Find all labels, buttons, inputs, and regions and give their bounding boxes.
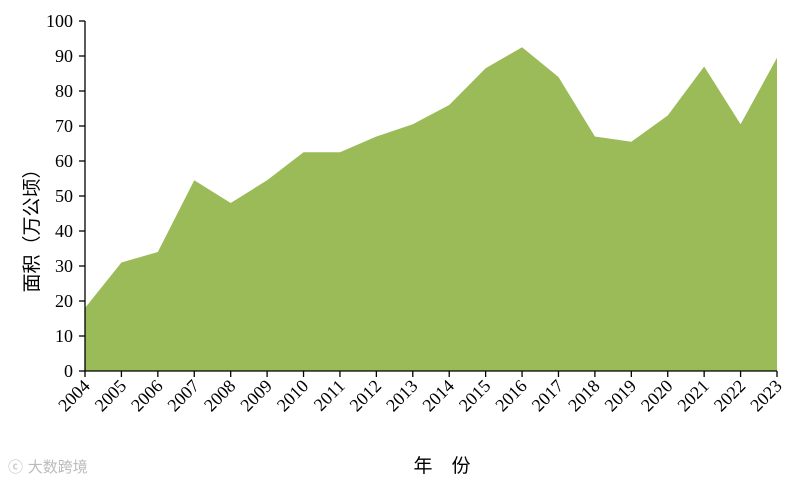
y-tick-labels: 0 10 20 30 40 50 60 70 80 90 100 [46, 11, 73, 381]
axes [79, 20, 778, 377]
watermark-text: 大数跨境 [27, 458, 88, 476]
x-tick-label: 2012 [346, 376, 386, 416]
x-tick-label: 2019 [601, 376, 641, 416]
x-tick-label: 2017 [528, 376, 568, 416]
x-tick-label: 2018 [564, 376, 604, 416]
area-layer [85, 47, 777, 371]
x-tick-label: 2011 [310, 376, 349, 415]
x-tick-label: 2021 [673, 376, 713, 416]
y-tick-label: 50 [55, 186, 73, 206]
x-tick-label: 2014 [418, 376, 458, 416]
x-tick-label: 2004 [54, 376, 94, 416]
y-tick-label: 60 [55, 151, 73, 171]
y-axis-title: 面积（万公顷） [21, 159, 43, 292]
x-tick-label: 2013 [382, 376, 422, 416]
y-tick-label: 30 [55, 256, 73, 276]
x-tick-label: 2006 [127, 376, 167, 416]
y-tick-label: 80 [55, 81, 73, 101]
x-tick-label: 2010 [273, 376, 313, 416]
x-tick-label: 2022 [710, 376, 750, 416]
x-tick-label: 2020 [637, 376, 677, 416]
watermark-logo: ⓒ 大数跨境 [8, 456, 88, 477]
x-tick-labels: 2004200520062007200820092010201120122013… [54, 376, 786, 416]
x-tick-label: 2015 [455, 376, 495, 416]
watermark-icon: ⓒ [8, 458, 24, 476]
area-series [85, 47, 777, 371]
x-tick-label: 2008 [200, 376, 240, 416]
y-tick-label: 0 [64, 361, 73, 381]
x-axis-title: 年 份 [413, 455, 470, 477]
y-tick-label: 20 [55, 291, 73, 311]
y-tick-label: 90 [55, 46, 73, 66]
x-tick-label: 2016 [491, 376, 531, 416]
y-tick-label: 40 [55, 221, 73, 241]
y-tick-label: 70 [55, 116, 73, 136]
x-tick-label: 2009 [236, 376, 276, 416]
x-tick-label: 2005 [91, 376, 131, 416]
y-tick-label: 100 [46, 11, 73, 31]
x-tick-label: 2007 [163, 376, 203, 416]
y-tick-label: 10 [55, 326, 73, 346]
x-tick-label: 2023 [746, 376, 786, 416]
